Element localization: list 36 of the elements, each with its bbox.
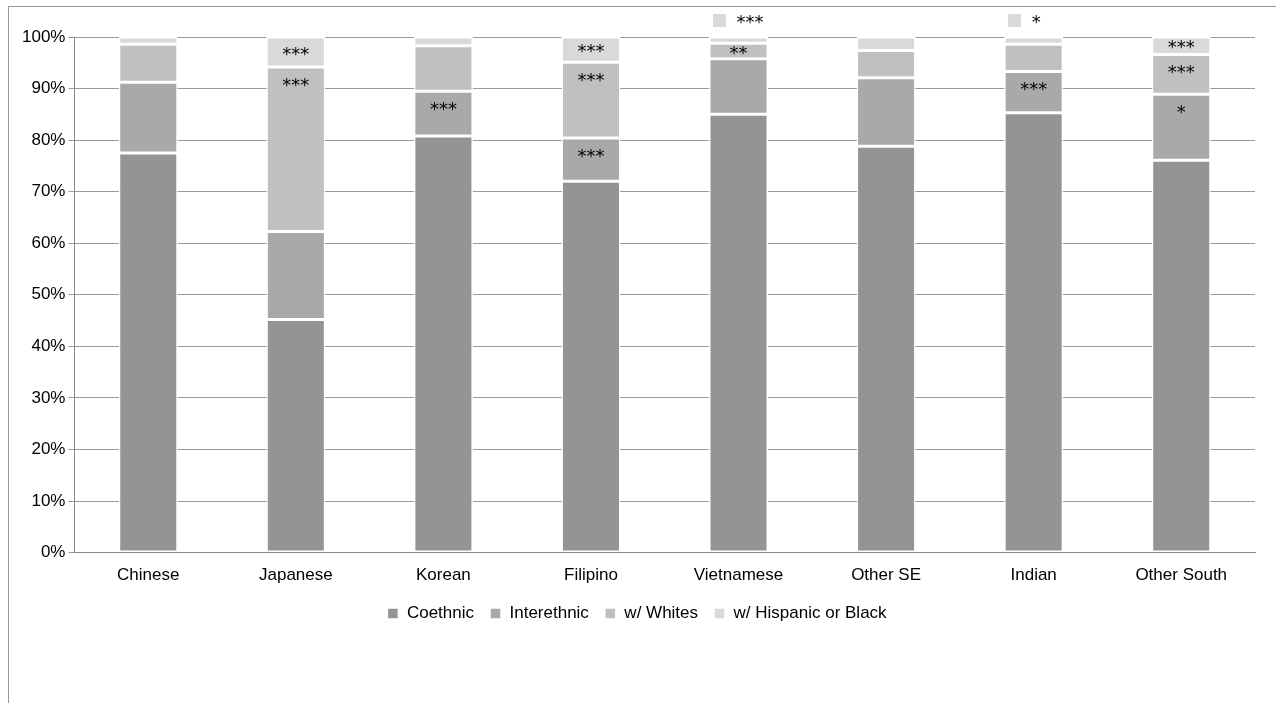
y-tick-label: 80% <box>31 129 66 149</box>
y-tick-label: 60% <box>31 232 66 252</box>
annotation: *** <box>282 73 310 95</box>
x-tick-label: Filipino <box>564 565 618 585</box>
annotation: *** <box>1020 78 1048 100</box>
y-tick-label: 70% <box>31 181 66 201</box>
x-tick-label: Japanese <box>258 565 333 585</box>
legend-label: w/ Whites <box>623 603 699 623</box>
y-tick-label: 50% <box>31 284 66 304</box>
annotation: *** <box>577 40 605 62</box>
x-tick-label: Other South <box>1135 565 1228 585</box>
legend-label: Coethnic <box>406 603 475 623</box>
annotation: *** <box>736 10 764 32</box>
x-tick-label: Vietnamese <box>693 565 784 585</box>
y-tick-label: 90% <box>31 78 66 98</box>
annotation: * <box>1176 100 1186 122</box>
x-tick-label: Chinese <box>117 565 180 585</box>
annotation: *** <box>577 144 605 166</box>
y-tick-label: 100% <box>22 26 66 46</box>
x-tick-label: Indian <box>1010 565 1057 585</box>
legend-label: w/ Hispanic or Black <box>732 603 888 623</box>
x-tick-label: Korean <box>415 565 471 585</box>
annotation: * <box>1031 10 1041 32</box>
y-tick-label: 40% <box>31 336 66 356</box>
annotation: *** <box>1167 36 1195 58</box>
y-tick-label: 20% <box>31 439 66 459</box>
annotation: *** <box>1167 61 1195 83</box>
annotation: *** <box>429 97 457 119</box>
legend-label: Interethnic <box>509 603 590 623</box>
y-tick-label: 0% <box>40 542 66 562</box>
y-tick-label: 10% <box>31 490 66 510</box>
annotation: ** <box>729 41 748 63</box>
annotation: *** <box>282 42 310 64</box>
annotation: *** <box>577 68 605 90</box>
x-tick-label: Other SE <box>851 565 922 585</box>
y-tick-label: 30% <box>31 387 66 407</box>
